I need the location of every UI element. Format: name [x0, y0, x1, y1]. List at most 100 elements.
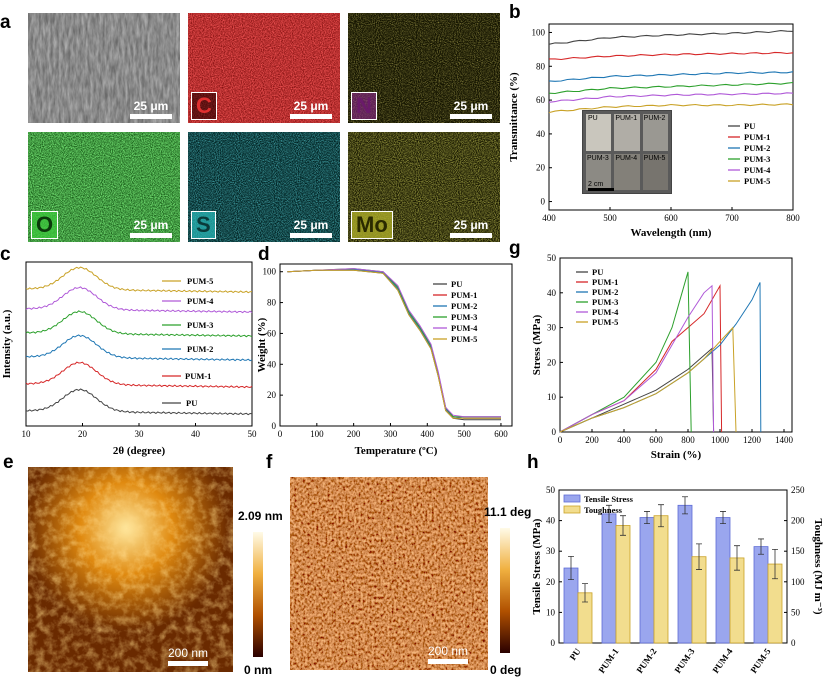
transmittance-chart: 400 500 600 700 800020406080100PUPUM-1PUM-2P…: [508, 23, 800, 239]
legend-label-pu: PU: [592, 267, 603, 277]
legend-label-pu: PU: [451, 279, 462, 289]
panel-letter-b: b: [509, 2, 521, 23]
eds-map-c: C 25 μm: [188, 13, 340, 123]
series-line-pum-2: [548, 71, 794, 82]
y-tick-label: 20: [547, 357, 557, 367]
inset-scale-bar: 2 cm: [588, 181, 614, 191]
x-tick-label: 1000: [711, 435, 730, 445]
series-line-pum-1: [559, 283, 723, 433]
y-tick-label: 20: [546, 577, 556, 587]
y-tick-label: 40: [546, 516, 556, 526]
element-label-o: O: [31, 211, 59, 239]
y-tick-label: 150: [791, 546, 805, 556]
bar-tensile-stress-pum-3: [677, 504, 693, 644]
x-tick-label: 500: [457, 429, 471, 439]
plot-frame: [559, 257, 793, 433]
x-tick-label: 40: [191, 429, 201, 439]
panel-letter-d: d: [258, 244, 270, 265]
legend-label-pu: PU: [744, 121, 755, 131]
y-tick-label: 30: [547, 323, 557, 333]
legend-label-pum-5: PUM-5: [592, 317, 618, 327]
y-tick-label: 80: [536, 61, 546, 71]
bar-tensile-stress-pum-4: [715, 517, 731, 644]
colorbar-height: [253, 532, 263, 657]
y-axis-label: Weight (%): [258, 317, 268, 372]
y-tick-label: 80: [267, 298, 277, 308]
y-tick-label: 40: [267, 359, 277, 369]
plot-frame: [558, 489, 788, 644]
sample-pum-5: PUM-5: [642, 153, 668, 190]
scale-bar: 25 μm: [290, 218, 332, 238]
legend-label-pum-3: PUM-3: [451, 312, 477, 322]
legend-label-pum-1: PUM-1: [592, 277, 618, 287]
series-line-pum-4: [25, 286, 253, 314]
x-tick-label: 300: [384, 429, 398, 439]
x-tick-label: PUM-5: [748, 646, 773, 675]
legend-label-pum-1: PUM-1: [744, 132, 770, 142]
y-tick-label: 10: [547, 392, 557, 402]
x-axis-label: Wavelength (nm): [631, 227, 712, 239]
scale-bar: 200 nm: [168, 646, 208, 666]
scale-bar: 25 μm: [450, 218, 492, 238]
error-bar-toughness-pum-4: [734, 545, 740, 571]
series-line-pum-1: [549, 51, 794, 61]
series-line-pu: [25, 388, 253, 416]
y-tick-label: 60: [536, 95, 546, 105]
x-tick-label: PUM-4: [710, 646, 735, 675]
x-tick-label: 400: [421, 429, 435, 439]
sample-pum-1: PUM-1: [614, 114, 640, 151]
bar-toughness-pum-1: [615, 525, 631, 644]
y-tick-label: 10: [546, 607, 556, 617]
eds-map-s: S 25 μm: [188, 132, 340, 242]
legend-label-pum-4: PUM-4: [592, 307, 619, 317]
series-line-pum-2: [559, 282, 762, 433]
y-axis-label: Stress (MPa): [531, 314, 543, 375]
legend-label-pum-1: PUM-1: [185, 371, 211, 381]
x-tick-label: 700: [725, 213, 739, 223]
y-tick-label: 100: [791, 577, 805, 587]
legend-label-pu: PU: [186, 398, 197, 408]
y-tick-label: 20: [267, 390, 277, 400]
error-bar-tensile-stress-pum-4: [720, 511, 726, 525]
error-bar-tensile-stress-pum-1: [606, 504, 612, 523]
series-line-pum-2: [25, 334, 253, 362]
y-axis-label: Transmittance (%): [508, 72, 520, 162]
bar-toughness-pum-4: [729, 557, 745, 644]
scale-bar: 25 μm: [290, 99, 332, 119]
x-tick-label: 600: [664, 213, 678, 223]
error-bar-toughness-pu: [582, 583, 588, 603]
x-tick-label: PUM-1: [596, 646, 621, 675]
x-tick-label: PUM-2: [634, 646, 659, 675]
x-tick-label: 1400: [775, 435, 794, 445]
colorbar-max-label: 2.09 nm: [238, 509, 283, 523]
legend-label-pum-2: PUM-2: [451, 301, 477, 311]
legend-label-tensile-stress: Tensile Stress: [584, 494, 634, 504]
x-tick-label: 10: [22, 429, 32, 439]
element-label-s: S: [191, 211, 216, 239]
y-tick-label: 50: [791, 607, 801, 617]
error-bar-toughness-pum-2: [658, 504, 664, 528]
series-line-pum-5: [25, 266, 253, 294]
error-bar-tensile-stress-pu: [568, 556, 574, 581]
legend-label-pum-3: PUM-3: [592, 297, 618, 307]
y-tick-label: 0: [541, 197, 546, 207]
x-tick-label: 400: [542, 213, 556, 223]
series-line-pum-4: [548, 92, 794, 103]
x-tick-label: 800: [681, 435, 695, 445]
x-tick-label: 500: [603, 213, 617, 223]
series-line-pum-3: [25, 310, 253, 338]
legend-label-pum-4: PUM-4: [187, 296, 214, 306]
element-label-mo: Mo: [351, 211, 393, 239]
y-tick-label: 50: [547, 253, 557, 263]
series-line-pum-5: [559, 326, 737, 433]
series-line-pum-4: [287, 268, 501, 418]
y2-axis-label: Toughness (MJ m⁻³): [812, 518, 823, 614]
x-tick-label: 20: [78, 429, 88, 439]
sample-pum-3: PUM-3: [586, 153, 612, 190]
bar-tensile-stress-pum-5: [753, 546, 769, 644]
eds-map-n: N 25 μm: [348, 13, 500, 123]
legend-swatch-tensile-stress: [563, 494, 581, 503]
legend-label-pum-2: PUM-2: [187, 344, 213, 354]
x-axis-label: Strain (%): [651, 449, 702, 461]
error-bar-tensile-stress-pum-5: [758, 538, 764, 555]
